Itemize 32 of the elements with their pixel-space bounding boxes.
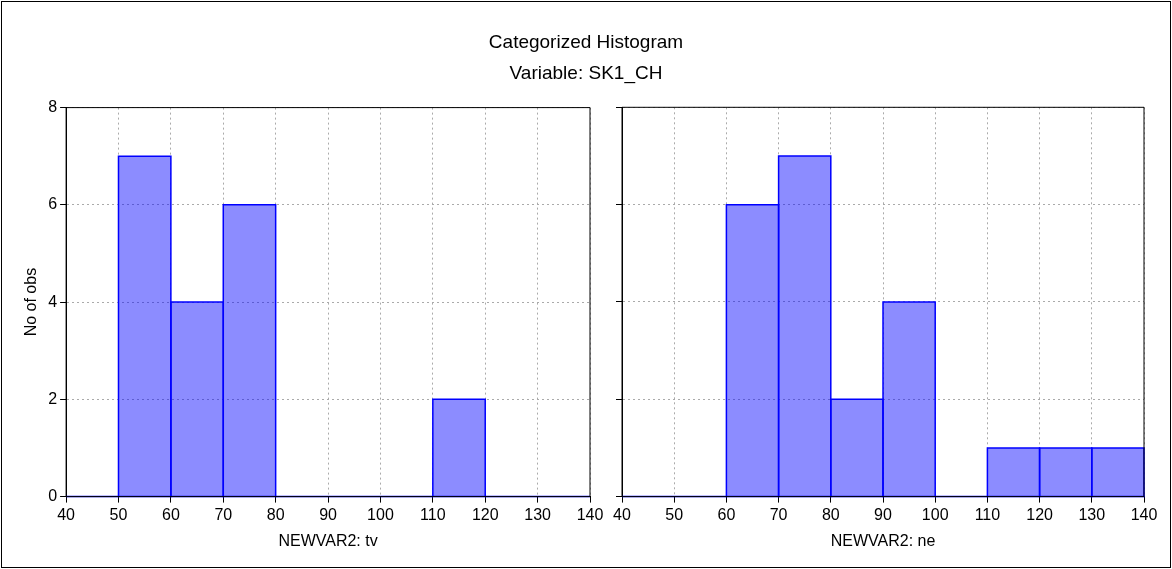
x-tick-label: 130: [1078, 505, 1106, 523]
x-tick-label: 80: [821, 505, 840, 523]
x-tick-label: 120: [1026, 505, 1054, 523]
x-axis-title: NEWVAR2: ne: [830, 531, 936, 549]
y-tick-label: 2: [48, 389, 58, 407]
chart-subtitle: Variable: SK1_CH: [508, 61, 664, 86]
x-tick-label: 70: [769, 505, 788, 523]
x-tick-label: 60: [161, 505, 180, 523]
x-tick-label: 140: [1130, 505, 1158, 523]
x-tick-label: 130: [524, 505, 552, 523]
x-tick-label: 90: [319, 505, 338, 523]
chart-title: Categorized Histogram: [487, 30, 685, 54]
x-tick-label: 60: [717, 505, 736, 523]
x-tick-label: 140: [576, 505, 604, 523]
y-axis-title: No of obs: [22, 267, 40, 337]
x-tick-label: 100: [367, 505, 394, 523]
y-tick-label: 8: [48, 98, 58, 116]
x-axis-title: NEWVAR2: tv: [278, 531, 378, 549]
x-tick-label: 120: [471, 505, 499, 523]
x-tick-label: 110: [974, 505, 1001, 523]
y-tick-label: 4: [48, 292, 58, 310]
x-tick-label: 90: [874, 505, 892, 523]
x-tick-label: 40: [613, 505, 631, 523]
x-tick-label: 110: [420, 505, 446, 523]
x-tick-label: 50: [109, 505, 128, 523]
x-tick-label: 70: [214, 505, 233, 523]
y-tick-label: 6: [48, 195, 58, 213]
x-tick-label: 100: [921, 505, 949, 523]
x-tick-label: 80: [266, 505, 285, 523]
x-tick-label: 40: [57, 505, 76, 523]
x-tick-label: 50: [665, 505, 684, 523]
y-tick-label: 0: [48, 487, 58, 505]
